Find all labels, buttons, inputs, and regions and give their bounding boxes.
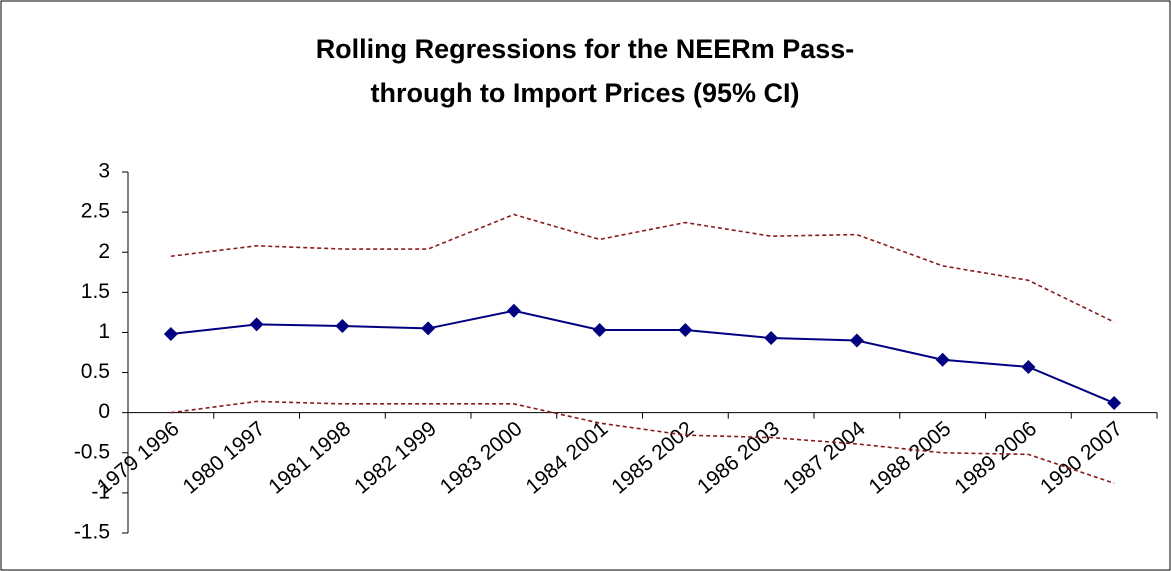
data-point: [935, 352, 950, 367]
data-point: [678, 323, 693, 338]
data-point: [849, 333, 864, 348]
data-point: [506, 303, 521, 318]
data-point: [249, 317, 264, 332]
y-tick-label: -1.5: [74, 521, 110, 544]
series-line: [170, 309, 1115, 404]
data-point: [335, 319, 350, 334]
y-tick-label: 1: [98, 320, 110, 343]
y-tick-label: 1.5: [81, 280, 110, 303]
data-point: [1107, 396, 1122, 411]
y-tick-label: -1: [91, 480, 110, 503]
chart-title: through to Import Prices (95% CI): [370, 78, 799, 108]
y-tick-label: 3: [98, 160, 110, 183]
data-point: [163, 327, 178, 342]
series-line: [170, 400, 1115, 485]
data-point: [1021, 359, 1036, 374]
data-point: [764, 331, 779, 346]
y-tick-label: 2.5: [81, 200, 110, 223]
y-tick-label: -0.5: [74, 440, 110, 463]
y-tick-label: 2: [98, 240, 110, 263]
y-tick-label: 0.5: [81, 360, 110, 383]
chart-title: Rolling Regressions for the NEERm Pass-: [316, 34, 855, 64]
data-point: [421, 321, 436, 336]
series-line: [170, 213, 1115, 323]
y-tick-label: 0: [98, 400, 110, 423]
data-point: [592, 323, 607, 338]
